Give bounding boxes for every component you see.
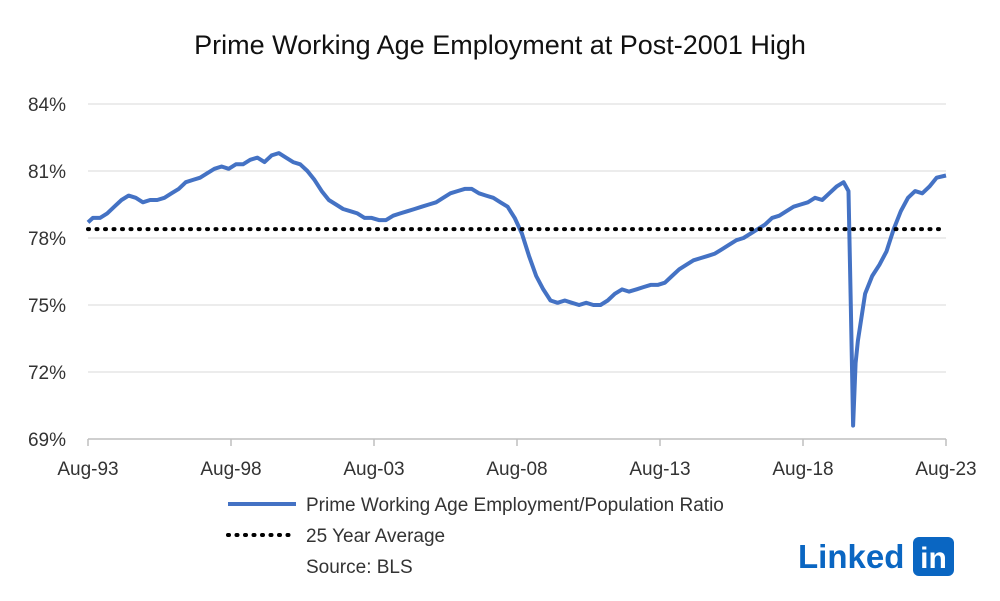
- y-tick-label-84: 84%: [28, 95, 66, 116]
- legend-label-employment-ratio: Prime Working Age Employment/Population …: [306, 495, 724, 516]
- y-tick-label-81: 81%: [28, 162, 66, 183]
- legend: Prime Working Age Employment/Population …: [226, 495, 724, 578]
- x-tick-label-Aug-08: Aug-08: [486, 459, 547, 480]
- chart-title: Prime Working Age Employment at Post-200…: [194, 30, 806, 60]
- source-note: Source: BLS: [306, 557, 413, 578]
- y-tick-label-75: 75%: [28, 296, 66, 317]
- x-tick-label-Aug-03: Aug-03: [343, 459, 404, 480]
- legend-label-25-year-average: 25 Year Average: [306, 526, 445, 547]
- x-tick-label-Aug-13: Aug-13: [629, 459, 690, 480]
- x-tick-label-Aug-23: Aug-23: [915, 459, 976, 480]
- y-tick-label-72: 72%: [28, 363, 66, 384]
- linkedin-logo-wordmark: Linked: [798, 538, 904, 575]
- grid-lines: [88, 103, 946, 373]
- series-lines: [86, 151, 948, 428]
- x-tick-label-Aug-98: Aug-98: [200, 459, 261, 480]
- linkedin-logo: Linked in: [798, 537, 954, 576]
- linkedin-logo-badge-text: in: [920, 542, 947, 575]
- x-tick-label-Aug-93: Aug-93: [57, 459, 118, 480]
- x-tick-label-Aug-18: Aug-18: [772, 459, 833, 480]
- y-tick-label-78: 78%: [28, 229, 66, 250]
- y-axis-ticks: 84% 81% 78% 75% 72% 69%: [28, 95, 66, 451]
- y-tick-label-69: 69%: [28, 430, 66, 451]
- series-line-employment-ratio: [86, 151, 947, 428]
- linkedin-logo-badge: [913, 537, 954, 576]
- x-axis-ticks: Aug-93 Aug-98 Aug-03 Aug-08 Aug-13 Aug-18 Aug-…: [57, 439, 977, 480]
